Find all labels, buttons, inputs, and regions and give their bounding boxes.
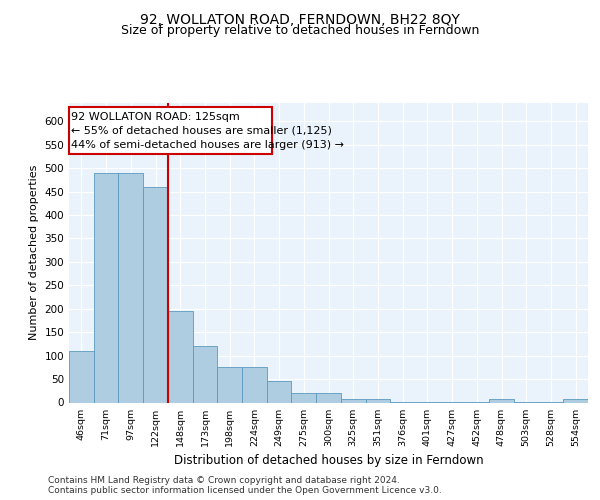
Bar <box>242 368 267 402</box>
Bar <box>267 382 292 402</box>
Bar <box>193 346 217 403</box>
Bar <box>316 393 341 402</box>
Bar <box>563 399 588 402</box>
Text: Size of property relative to detached houses in Ferndown: Size of property relative to detached ho… <box>121 24 479 37</box>
Bar <box>168 311 193 402</box>
Bar <box>217 368 242 402</box>
Text: 92, WOLLATON ROAD, FERNDOWN, BH22 8QY: 92, WOLLATON ROAD, FERNDOWN, BH22 8QY <box>140 12 460 26</box>
Bar <box>69 351 94 403</box>
Bar <box>118 173 143 402</box>
Bar <box>341 399 365 402</box>
Text: 92 WOLLATON ROAD: 125sqm
← 55% of detached houses are smaller (1,125)
44% of sem: 92 WOLLATON ROAD: 125sqm ← 55% of detach… <box>71 112 344 150</box>
Bar <box>94 173 118 402</box>
Bar <box>489 399 514 402</box>
Bar <box>292 393 316 402</box>
Text: Contains HM Land Registry data © Crown copyright and database right 2024.
Contai: Contains HM Land Registry data © Crown c… <box>48 476 442 495</box>
Y-axis label: Number of detached properties: Number of detached properties <box>29 165 39 340</box>
X-axis label: Distribution of detached houses by size in Ferndown: Distribution of detached houses by size … <box>173 454 484 467</box>
FancyBboxPatch shape <box>69 107 272 154</box>
Bar <box>365 399 390 402</box>
Bar <box>143 187 168 402</box>
